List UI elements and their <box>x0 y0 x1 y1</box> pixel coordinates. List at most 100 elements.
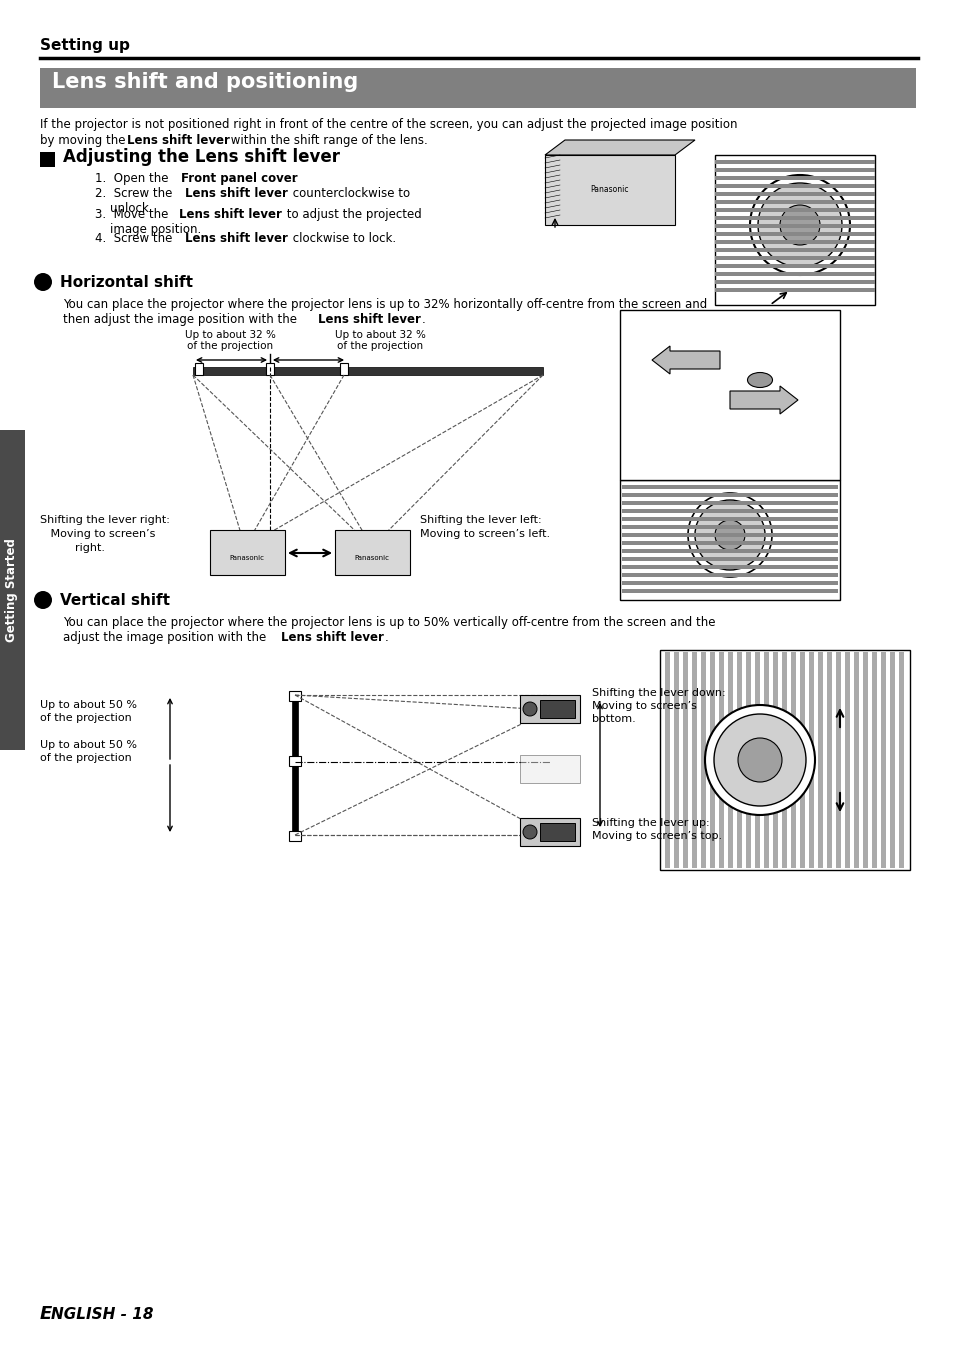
Bar <box>826 653 831 867</box>
Text: If the projector is not positioned right in front of the centre of the screen, y: If the projector is not positioned right… <box>40 118 737 131</box>
Bar <box>544 155 675 226</box>
Text: of the projection: of the projection <box>40 713 132 723</box>
Circle shape <box>713 713 805 807</box>
Text: unlock.: unlock. <box>110 203 152 215</box>
Text: Panasonic: Panasonic <box>355 555 389 561</box>
Text: Shifting the lever left:: Shifting the lever left: <box>419 515 541 526</box>
Bar <box>714 263 874 267</box>
Text: Lens shift lever: Lens shift lever <box>317 313 420 326</box>
Bar <box>519 755 579 784</box>
Bar <box>292 694 297 835</box>
Bar <box>781 653 786 867</box>
Text: Shifting the lever up:: Shifting the lever up: <box>592 817 709 828</box>
Bar <box>808 653 813 867</box>
Bar <box>621 549 837 553</box>
Circle shape <box>522 825 537 839</box>
Bar <box>763 653 768 867</box>
Text: NGLISH - 18: NGLISH - 18 <box>51 1306 153 1323</box>
Bar <box>621 540 837 544</box>
Bar <box>194 363 203 376</box>
Bar <box>844 653 849 867</box>
Bar <box>727 653 732 867</box>
Bar <box>714 155 874 305</box>
Bar <box>714 288 874 292</box>
Bar <box>682 653 687 867</box>
Text: .: . <box>293 172 296 185</box>
Text: Shifting the lever right:: Shifting the lever right: <box>40 515 170 526</box>
Bar <box>0 430 25 750</box>
Text: within the shift range of the lens.: within the shift range of the lens. <box>227 134 427 147</box>
Text: Up to about 50 %: Up to about 50 % <box>40 700 137 711</box>
Text: of the projection: of the projection <box>187 340 273 351</box>
Text: image position.: image position. <box>110 223 201 236</box>
Text: .: . <box>421 313 425 326</box>
Circle shape <box>34 273 52 290</box>
Text: Moving to screen’s: Moving to screen’s <box>40 530 155 539</box>
Circle shape <box>655 185 664 195</box>
Bar <box>745 653 750 867</box>
Circle shape <box>687 493 771 577</box>
Text: Panasonic: Panasonic <box>589 185 628 195</box>
Bar <box>898 653 903 867</box>
Bar <box>621 501 837 505</box>
Text: Lens shift lever: Lens shift lever <box>281 631 383 644</box>
Bar <box>691 653 697 867</box>
Text: Moving to screen’s top.: Moving to screen’s top. <box>592 831 721 842</box>
Text: Horizontal shift: Horizontal shift <box>60 276 193 290</box>
Text: Up to about 32 %: Up to about 32 % <box>335 330 425 340</box>
Bar <box>621 557 837 561</box>
Text: Lens shift lever: Lens shift lever <box>185 232 288 245</box>
Bar <box>289 690 301 701</box>
Text: Lens shift lever: Lens shift lever <box>179 208 281 222</box>
Text: Vertical shift: Vertical shift <box>60 593 170 608</box>
Bar <box>619 480 840 600</box>
Bar <box>621 485 837 489</box>
Bar <box>335 530 410 576</box>
Bar <box>621 534 837 536</box>
Circle shape <box>714 520 744 550</box>
Text: 1.  Open the: 1. Open the <box>95 172 172 185</box>
Text: Front panel cover: Front panel cover <box>181 172 297 185</box>
Text: of the projection: of the projection <box>40 753 132 763</box>
Bar <box>800 653 804 867</box>
Bar <box>664 653 669 867</box>
FancyArrow shape <box>729 386 797 413</box>
Bar <box>289 757 301 766</box>
Text: counterclockwise to: counterclockwise to <box>289 186 410 200</box>
Text: Moving to screen’s left.: Moving to screen’s left. <box>419 530 550 539</box>
Text: by moving the: by moving the <box>40 134 129 147</box>
Text: Shifting the lever down:: Shifting the lever down: <box>592 688 725 698</box>
Bar <box>539 823 575 842</box>
Bar <box>539 700 575 717</box>
Bar <box>619 309 840 480</box>
Bar <box>659 650 909 870</box>
Text: You can place the projector where the projector lens is up to 50% vertically off: You can place the projector where the pr… <box>63 616 715 630</box>
Bar <box>714 176 874 180</box>
Bar <box>714 184 874 188</box>
Bar <box>817 653 822 867</box>
Text: then adjust the image position with the: then adjust the image position with the <box>63 313 300 326</box>
Text: bottom.: bottom. <box>592 713 635 724</box>
Bar <box>210 530 285 576</box>
Circle shape <box>34 590 52 609</box>
Polygon shape <box>544 141 695 155</box>
Bar <box>714 240 874 245</box>
Bar <box>621 526 837 530</box>
Bar <box>889 653 894 867</box>
Bar <box>519 817 579 846</box>
Bar <box>621 581 837 585</box>
Bar <box>714 200 874 204</box>
Text: Up to about 32 %: Up to about 32 % <box>184 330 275 340</box>
Bar <box>880 653 885 867</box>
Text: 4.  Screw the: 4. Screw the <box>95 232 176 245</box>
Bar <box>714 168 874 172</box>
Ellipse shape <box>747 373 772 388</box>
Bar <box>714 159 874 163</box>
Bar <box>714 216 874 220</box>
Circle shape <box>704 705 814 815</box>
FancyArrow shape <box>651 346 720 374</box>
Text: E: E <box>40 1305 52 1323</box>
Bar <box>714 208 874 212</box>
Text: Moving to screen’s: Moving to screen’s <box>592 701 696 711</box>
Text: right.: right. <box>40 543 105 553</box>
